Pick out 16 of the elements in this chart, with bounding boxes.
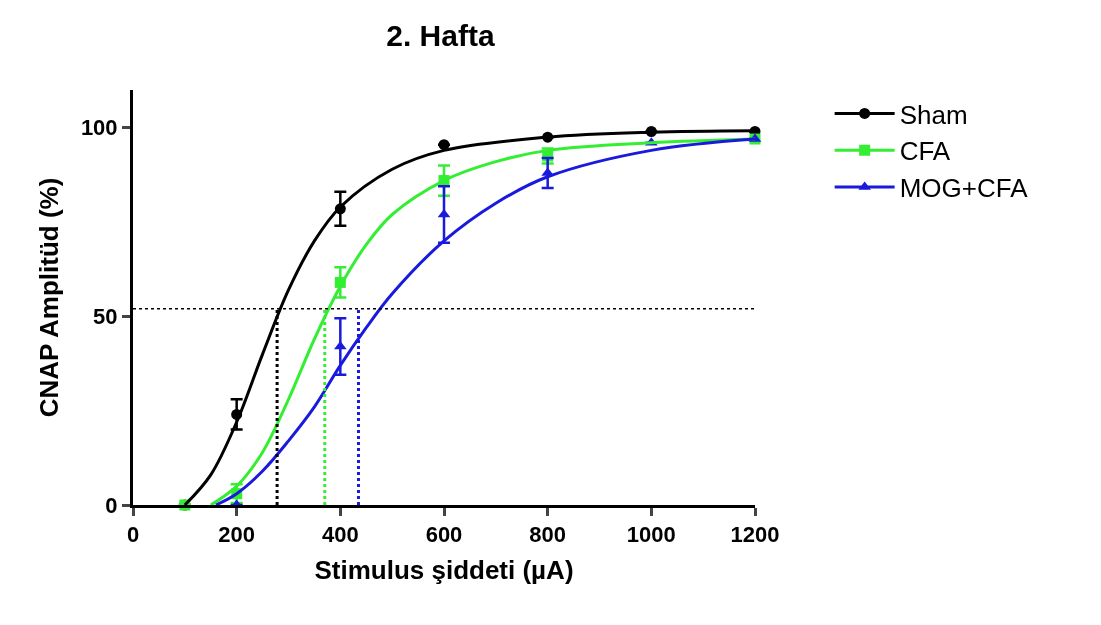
x-tick-label: 400 (321, 522, 359, 548)
y-tick-label: 0 (105, 492, 118, 518)
x-tick-label: 1000 (626, 522, 676, 548)
legend-label: CFA (899, 136, 951, 167)
y-axis-title: CNAP Amplitüd (%) (34, 177, 65, 418)
x-tick-label: 800 (529, 522, 567, 548)
legend-label: MOG+CFA (899, 173, 1029, 204)
y-tick-label: 50 (93, 304, 118, 330)
x-tick-label: 1200 (730, 522, 780, 548)
x-tick-label: 0 (126, 522, 140, 548)
x-axis-title: Stimulus şiddeti (µA) (314, 555, 574, 586)
x-tick-label: 200 (218, 522, 256, 548)
y-tick-label: 100 (80, 115, 118, 141)
chart-title: 2. Hafta (386, 19, 495, 52)
x-tick-label: 600 (425, 522, 463, 548)
legend-label: Sham (899, 99, 968, 130)
